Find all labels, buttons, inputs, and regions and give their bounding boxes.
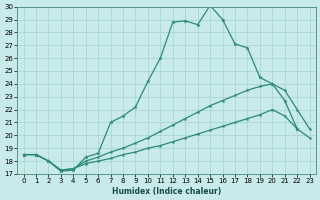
X-axis label: Humidex (Indice chaleur): Humidex (Indice chaleur) [112,187,221,196]
